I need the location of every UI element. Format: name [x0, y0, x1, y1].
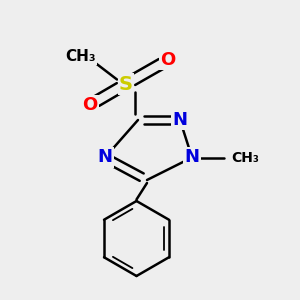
Text: N: N	[172, 111, 188, 129]
Text: CH₃: CH₃	[66, 50, 96, 64]
Text: O: O	[160, 51, 175, 69]
Text: N: N	[184, 148, 200, 166]
Text: O: O	[82, 96, 98, 114]
Text: N: N	[98, 148, 112, 166]
Text: S: S	[119, 74, 133, 94]
Text: CH₃: CH₃	[231, 151, 259, 164]
